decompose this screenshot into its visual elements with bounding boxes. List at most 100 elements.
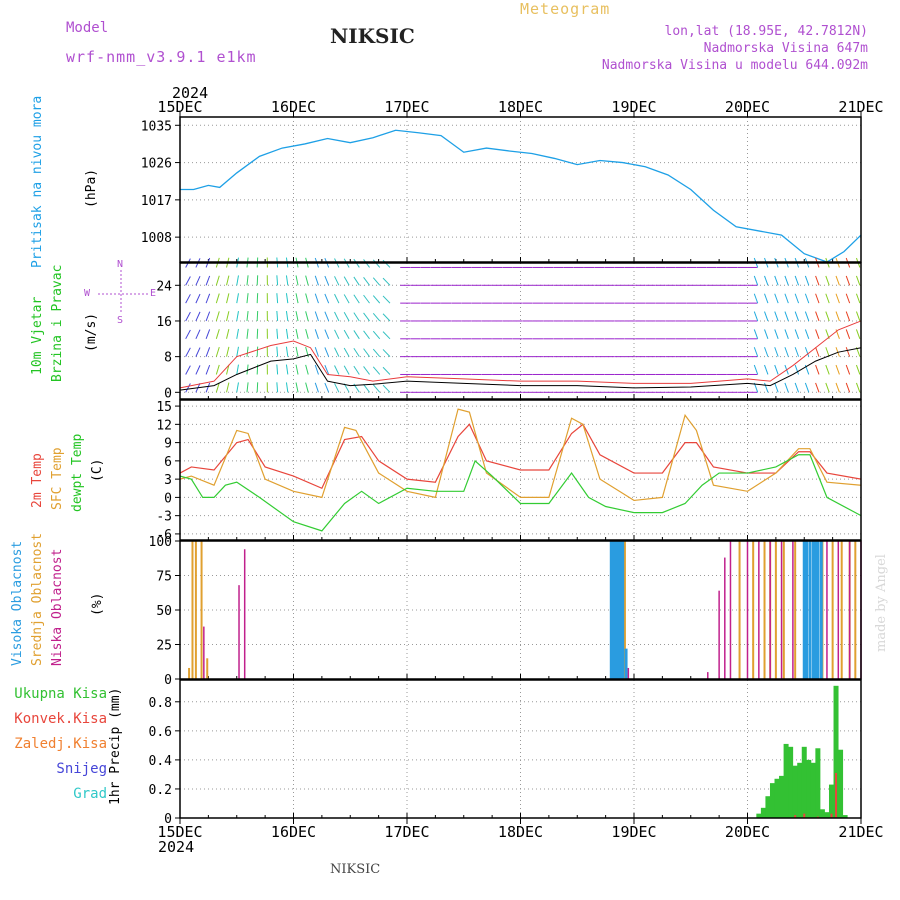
wind-arrow [295,346,299,357]
temp-ytick-label: 0 [164,491,172,506]
wind-arrow [236,382,239,393]
wind-arrow [815,275,820,286]
wind-arrow [753,364,759,375]
precip-conv-bar [830,813,833,818]
wind-arrow [794,275,800,286]
precip-total-bar [779,775,785,818]
precip-total-bar [824,812,830,818]
wind-arrow [285,364,289,375]
wind-arrow [295,328,299,339]
wind-arrow [195,293,201,304]
wind-arrow [353,276,360,286]
wind-ytick-label: 24 [156,279,172,294]
wind-ytick-label: 8 [164,351,172,366]
wind-arrow [295,311,299,322]
precip-total-bar [756,813,762,818]
wind-arrow [753,329,759,339]
wind-arrow [764,311,769,322]
temp-frame [179,399,862,541]
wind-arrow [764,364,769,375]
wind-arrow [205,329,211,339]
wind-arrow [195,311,201,322]
wind-speed-line [179,347,862,391]
wind-arrow [305,364,309,375]
wind-arrow [205,382,211,393]
pressure-title: Pritisak na nivou mora [30,95,45,268]
precip-unit: 1hr Precip (mm) [108,687,123,805]
wind-arrow [236,364,239,375]
wind-arrow [815,382,820,393]
wind-arrow [845,382,851,393]
top-day-label: 15DEC [157,98,202,116]
wind-arrow [363,294,370,304]
wind-arrow [185,383,191,393]
precip-label-freezing: Zaledj.Kisa [14,736,107,752]
wind-arrow [324,275,330,286]
cloud-ytick-label: 100 [149,535,172,550]
precip-label-conv: Konvek.Kisa [14,711,107,727]
wind-arrow [382,277,391,286]
wind-arrow [343,365,350,375]
wind-arrow [845,293,851,304]
wind-arrow [226,328,230,339]
wind-arrow [334,293,340,304]
wind-arrow [276,293,279,304]
wind-arrow [764,275,769,286]
wind-arrow [226,293,230,304]
wind-arrow [215,364,220,375]
cloud-ytick-label: 75 [156,570,172,585]
wind-arrow [195,347,201,357]
top-day-label: 21DEC [838,98,883,116]
wind-title-2: Brzina i Pravac [50,264,65,382]
precip-total-bar [828,784,834,818]
wind-arrow [276,364,279,375]
temp-ytick-label: 3 [164,473,172,488]
wind-arrow [226,275,230,286]
precip-ytick-label: 0.2 [149,783,172,798]
wind-arrow [215,293,220,304]
wind-gust-line [179,320,862,389]
wind-arrow [285,382,289,393]
wind-arrow [324,293,330,304]
wind-arrow [205,347,211,357]
coords-text: lon,lat (18.95E, 42.7812N) [664,24,869,39]
altitude-text: Nadmorska Visina 647m [703,41,868,56]
precip-total-bar [833,685,839,818]
wind-arrow [305,329,309,339]
cloud-label-mid: Srednja Oblacnost [30,532,45,666]
precip-total-bar [810,762,816,818]
wind-arrow [246,346,249,357]
wind-arrow [372,295,381,304]
bottom-day-label: 21DEC [838,823,883,841]
precip-total-bar [760,807,766,818]
precip-total-bar [783,743,789,818]
precip-label-total: Ukupna Kisa [14,686,107,702]
wind-arrow [845,364,851,375]
wind-arrow [314,347,319,357]
wind-arrow [246,364,249,375]
wind-arrow [324,311,330,322]
precip-label-hail: Grad [73,786,107,802]
top-day-label: 19DEC [611,98,656,116]
wind-arrow [855,364,861,375]
wind-arrow [825,347,830,357]
wind-arrow [753,293,759,304]
temp-label-dew: dewpt Temp [70,433,85,512]
wind-arrow [305,293,309,304]
wind-arrow [215,346,220,357]
cloud-ytick-label: 25 [156,639,172,654]
wind-arrow [324,365,330,375]
temp-ytick-label: 6 [164,455,172,470]
temp-ytick-label: 12 [156,418,172,433]
pressure-unit: (hPa) [84,168,99,208]
wind-arrow [285,328,289,339]
wind-arrow [753,347,759,357]
wind-arrow [774,382,779,393]
compass-s: S [117,315,124,326]
wind-arrow [845,275,851,286]
wind-arrow [774,329,779,339]
precip-conv-bar [803,813,806,818]
wind-arrow [794,347,800,357]
wind-arrow [363,384,370,393]
